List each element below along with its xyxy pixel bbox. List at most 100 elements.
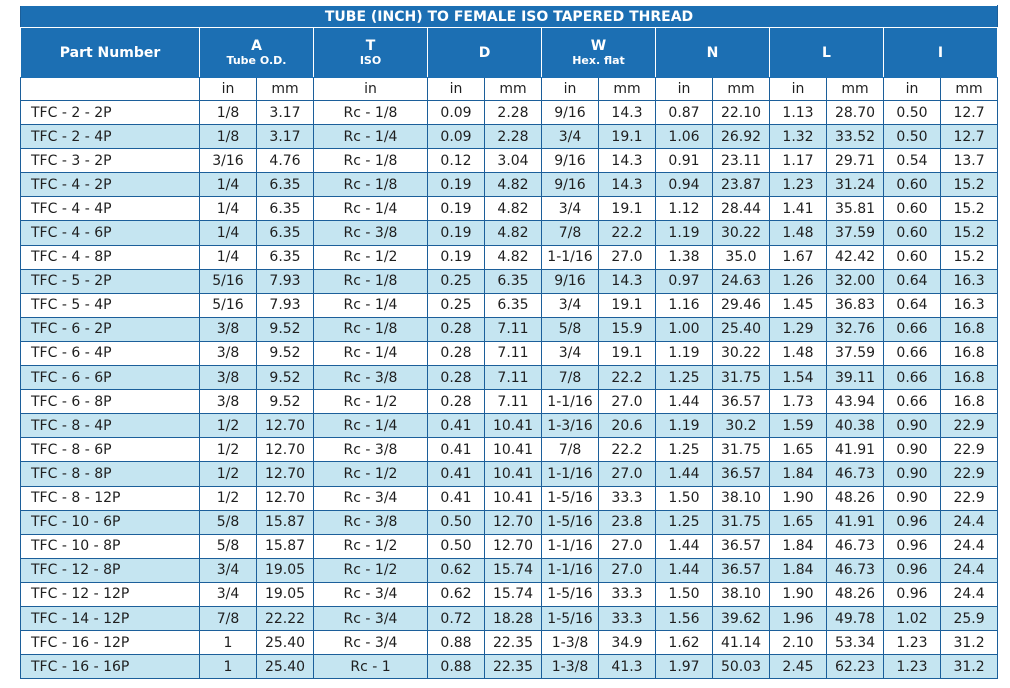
- cell-l-in: 1.26: [769, 268, 827, 294]
- cell-n-mm: 36.57: [712, 533, 770, 559]
- cell-n-mm: 31.75: [712, 509, 770, 535]
- table-row: TFC - 12 - 8P 3/4 19.05 Rc - 1/2 0.62 15.74 1-…: [20, 557, 999, 583]
- cell-w-in: 7/8: [541, 220, 599, 246]
- header-d-letter: D: [478, 44, 491, 61]
- cell-a-in: 3/16: [199, 148, 257, 174]
- cell-a-in: 5/8: [199, 533, 257, 559]
- cell-l-mm: 41.91: [826, 437, 884, 463]
- cell-i-mm: 24.4: [939, 557, 999, 583]
- cell-w-mm: 33.3: [598, 581, 656, 607]
- cell-n-in: 1.50: [655, 581, 713, 607]
- cell-n-mm: 22.10: [712, 99, 770, 126]
- cell-t-iso: Rc - 1/2: [313, 244, 428, 270]
- cell-a-in: 5/16: [199, 268, 257, 294]
- cell-d-in: 0.88: [427, 630, 485, 656]
- cell-part-number: TFC - 10 - 8P: [20, 533, 200, 559]
- cell-a-mm: 12.70: [256, 437, 314, 463]
- table-row: TFC - 2 - 4P 1/8 3.17 Rc - 1/4 0.09 2.28 3/4 19…: [20, 124, 999, 150]
- cell-l-in: 1.73: [769, 389, 827, 415]
- header-l: L: [769, 27, 884, 78]
- cell-w-in: 3/4: [541, 340, 599, 367]
- cell-n-mm: 36.57: [712, 461, 770, 487]
- cell-a-in: 5/16: [199, 292, 257, 318]
- cell-w-mm: 33.3: [598, 485, 656, 511]
- cell-a-mm: 7.93: [256, 292, 314, 318]
- cell-w-in: 9/16: [541, 148, 599, 174]
- cell-n-in: 1.25: [655, 509, 713, 535]
- cell-a-in: 3/4: [199, 557, 257, 583]
- cell-part-number: TFC - 3 - 2P: [20, 148, 200, 174]
- cell-w-mm: 27.0: [598, 244, 656, 270]
- cell-d-mm: 2.28: [484, 99, 542, 126]
- cell-part-number: TFC - 16 - 12P: [20, 630, 200, 656]
- cell-w-mm: 22.2: [598, 365, 656, 391]
- cell-part-number: TFC - 4 - 6P: [20, 220, 200, 246]
- cell-l-mm: 41.91: [826, 509, 884, 535]
- table-row: TFC - 5 - 4P 5/16 7.93 Rc - 1/4 0.25 6.35 3/4 1…: [20, 292, 999, 318]
- cell-a-mm: 12.70: [256, 461, 314, 487]
- cell-t-iso: Rc - 1/4: [313, 124, 428, 150]
- cell-t-iso: Rc - 3/8: [313, 365, 428, 391]
- cell-l-in: 1.45: [769, 292, 827, 318]
- cell-n-in: 1.62: [655, 630, 713, 656]
- cell-l-mm: 31.24: [826, 172, 884, 198]
- cell-a-mm: 6.35: [256, 244, 314, 270]
- cell-d-mm: 7.11: [484, 340, 542, 367]
- cell-i-in: 0.90: [883, 437, 941, 463]
- cell-l-mm: 33.52: [826, 124, 884, 150]
- cell-t-iso: Rc - 1/8: [313, 316, 428, 342]
- table-row: TFC - 3 - 2P 3/16 4.76 Rc - 1/8 0.12 3.04 9/16…: [20, 148, 999, 174]
- table-row: TFC - 6 - 2P 3/8 9.52 Rc - 1/8 0.28 7.11 5/8 15…: [20, 316, 999, 342]
- cell-i-in: 0.64: [883, 292, 941, 318]
- cell-d-in: 0.19: [427, 244, 485, 270]
- cell-d-mm: 12.70: [484, 509, 542, 535]
- cell-w-mm: 22.2: [598, 220, 656, 246]
- cell-i-in: 0.66: [883, 340, 941, 367]
- cell-l-mm: 40.38: [826, 413, 884, 439]
- unit-cell: in: [883, 77, 941, 101]
- header-n-letter: N: [706, 44, 719, 61]
- cell-w-mm: 41.3: [598, 654, 656, 680]
- cell-w-mm: 14.3: [598, 99, 656, 126]
- cell-w-in: 7/8: [541, 365, 599, 391]
- cell-w-mm: 27.0: [598, 557, 656, 583]
- table-row: TFC - 4 - 2P 1/4 6.35 Rc - 1/8 0.19 4.82 9/16 1…: [20, 172, 999, 198]
- cell-a-mm: 15.87: [256, 533, 314, 559]
- cell-d-mm: 10.41: [484, 485, 542, 511]
- cell-l-in: 1.54: [769, 365, 827, 391]
- cell-l-in: 1.48: [769, 220, 827, 246]
- cell-t-iso: Rc - 1/8: [313, 268, 428, 294]
- header-w-letter: W: [590, 38, 607, 54]
- header-n: N: [655, 27, 770, 78]
- cell-a-in: 3/8: [199, 340, 257, 367]
- cell-a-in: 1/4: [199, 244, 257, 270]
- cell-d-in: 0.19: [427, 196, 485, 222]
- cell-l-in: 1.23: [769, 172, 827, 198]
- cell-i-in: 0.66: [883, 365, 941, 391]
- cell-l-mm: 35.81: [826, 196, 884, 222]
- cell-d-mm: 4.82: [484, 244, 542, 270]
- table-row: TFC - 4 - 8P 1/4 6.35 Rc - 1/2 0.19 4.82 1-1/1…: [20, 244, 999, 270]
- cell-t-iso: Rc - 3/4: [313, 630, 428, 656]
- cell-a-in: 1/2: [199, 437, 257, 463]
- header-t-letter: T: [365, 38, 376, 54]
- cell-n-mm: 50.03: [712, 654, 770, 680]
- cell-t-iso: Rc - 1/4: [313, 292, 428, 318]
- cell-w-mm: 14.3: [598, 268, 656, 294]
- cell-w-in: 1-1/16: [541, 557, 599, 583]
- cell-l-mm: 62.23: [826, 654, 884, 680]
- cell-d-mm: 10.41: [484, 413, 542, 439]
- cell-a-in: 1/2: [199, 413, 257, 439]
- cell-l-in: 1.90: [769, 485, 827, 511]
- cell-i-mm: 15.2: [939, 196, 999, 222]
- table-row: TFC - 8 - 8P 1/2 12.70 Rc - 1/2 0.41 10.41 1-1…: [20, 461, 999, 487]
- unit-cell: in: [313, 77, 428, 101]
- cell-w-mm: 34.9: [598, 630, 656, 656]
- cell-w-in: 1-1/16: [541, 389, 599, 415]
- table-body: TFC - 2 - 2P 1/8 3.17 Rc - 1/8 0.09 2.28 9/16 1…: [20, 99, 999, 680]
- cell-l-in: 1.84: [769, 533, 827, 559]
- cell-i-in: 0.96: [883, 509, 941, 535]
- cell-t-iso: Rc - 1: [313, 654, 428, 680]
- cell-t-iso: Rc - 1/2: [313, 461, 428, 487]
- unit-cell: in: [427, 77, 485, 101]
